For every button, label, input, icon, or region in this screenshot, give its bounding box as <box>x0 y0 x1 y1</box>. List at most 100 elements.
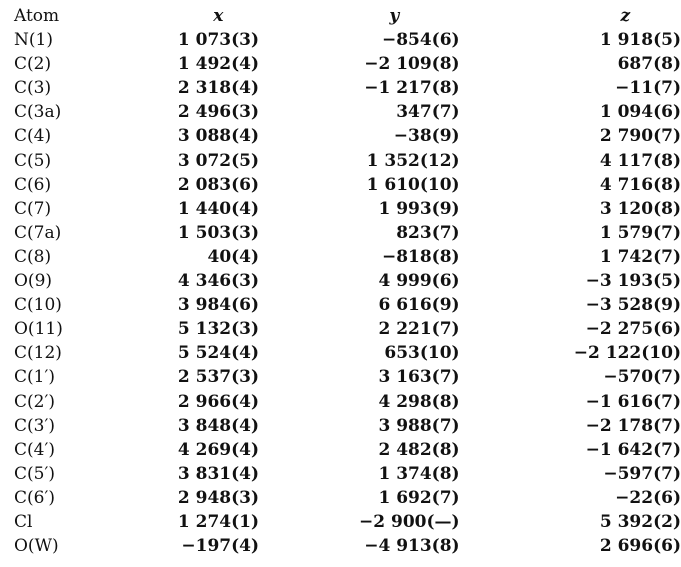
table-row: C(7) 1 440(4) 1 993(9) 3 120(8) <box>14 197 681 221</box>
header-y: y <box>389 6 400 26</box>
atom-cell: C(4′) <box>14 439 55 460</box>
table-row: C(4) 3 088(4) −38(9) 2 790(7) <box>14 124 681 148</box>
x-cell: 2 083(6) <box>177 174 260 195</box>
y-cell: 4 298(8) <box>378 391 460 412</box>
x-cell: 2 948(3) <box>177 487 260 508</box>
z-cell: 687(8) <box>617 54 681 75</box>
atom-cell: C(7a) <box>14 222 62 243</box>
y-cell: 1 993(9) <box>378 198 460 219</box>
y-cell: 1 352(12) <box>366 150 460 171</box>
z-cell: 1 918(5) <box>599 30 681 51</box>
x-cell: 3 984(6) <box>177 295 260 316</box>
x-cell: 40(4) <box>207 246 260 267</box>
z-cell: −1 616(7) <box>585 391 681 412</box>
z-cell: 4 716(8) <box>599 174 681 195</box>
atom-cell: C(6′) <box>14 487 55 508</box>
z-cell: −22(6) <box>615 487 681 508</box>
atom-cell: C(5) <box>14 150 52 171</box>
atom-cell: Cl <box>14 511 33 532</box>
y-cell: −818(8) <box>381 246 460 267</box>
z-cell: 1 094(6) <box>599 102 681 123</box>
x-cell: 2 318(4) <box>177 78 260 99</box>
table-row: O(W) −197(4) −4 913(8) 2 696(6) <box>14 534 681 558</box>
atom-cell: O(11) <box>14 319 63 340</box>
y-cell: 653(10) <box>384 343 460 364</box>
y-cell: 6 616(9) <box>378 295 460 316</box>
x-cell: 3 848(4) <box>177 415 260 436</box>
x-cell: 1 503(3) <box>177 222 260 243</box>
z-cell: −2 122(10) <box>573 343 681 364</box>
x-cell: 3 072(5) <box>177 150 260 171</box>
table-row: N(1) 1 073(3) −854(6) 1 918(5) <box>14 28 681 52</box>
table-row: C(8) 40(4) −818(8) 1 742(7) <box>14 245 681 269</box>
atom-cell: C(6) <box>14 174 52 195</box>
y-cell: 1 610(10) <box>366 174 460 195</box>
x-cell: 2 496(3) <box>177 102 260 123</box>
header-x: x <box>213 6 224 26</box>
atom-cell: C(8) <box>14 246 52 267</box>
z-cell: −11(7) <box>615 78 681 99</box>
table-row: C(3) 2 318(4) −1 217(8) −11(7) <box>14 76 681 100</box>
z-cell: 1 579(7) <box>599 222 681 243</box>
atom-cell: C(12) <box>14 343 62 364</box>
atom-cell: N(1) <box>14 30 53 51</box>
atom-cell: C(3′) <box>14 415 55 436</box>
x-cell: 5 132(3) <box>177 319 260 340</box>
y-cell: 2 482(8) <box>378 439 460 460</box>
x-cell: 2 537(3) <box>177 367 260 388</box>
y-cell: −854(6) <box>381 30 460 51</box>
z-cell: 4 117(8) <box>599 150 681 171</box>
table-row: C(10) 3 984(6) 6 616(9) −3 528(9) <box>14 293 681 317</box>
x-cell: 1 440(4) <box>177 198 260 219</box>
z-cell: −1 642(7) <box>585 439 681 460</box>
table-row: C(2′) 2 966(4) 4 298(8) −1 616(7) <box>14 390 681 414</box>
atom-cell: C(2′) <box>14 391 55 412</box>
z-cell: 2 790(7) <box>599 126 681 147</box>
y-cell: 4 999(6) <box>378 271 460 292</box>
atom-cell: C(7) <box>14 198 52 219</box>
y-cell: 2 221(7) <box>378 319 460 340</box>
atom-cell: O(W) <box>14 536 59 557</box>
table-row: C(4′) 4 269(4) 2 482(8) −1 642(7) <box>14 438 681 462</box>
x-cell: 4 269(4) <box>177 439 260 460</box>
y-cell: −2 900(—) <box>359 511 460 532</box>
z-cell: −3 193(5) <box>585 271 681 292</box>
table-row: C(12) 5 524(4) 653(10) −2 122(10) <box>14 341 681 365</box>
table-row: C(2) 1 492(4) −2 109(8) 687(8) <box>14 52 681 76</box>
y-cell: −38(9) <box>393 126 460 147</box>
x-cell: 1 492(4) <box>177 54 260 75</box>
header-z: z <box>620 6 631 26</box>
atom-cell: C(1′) <box>14 367 55 388</box>
y-cell: 1 692(7) <box>378 487 460 508</box>
atom-cell: C(2) <box>14 54 52 75</box>
atom-cell: C(3) <box>14 78 52 99</box>
y-cell: −1 217(8) <box>364 78 460 99</box>
x-cell: −197(4) <box>181 536 260 557</box>
table-row: O(9) 4 346(3) 4 999(6) −3 193(5) <box>14 269 681 293</box>
table-row: C(3a) 2 496(3) 347(7) 1 094(6) <box>14 100 681 124</box>
atomic-coordinates-table: Atom x y z N(1) 1 073(3) −854(6) 1 918(5) C(… <box>14 4 681 558</box>
z-cell: −3 528(9) <box>585 295 681 316</box>
x-cell: 2 966(4) <box>177 391 260 412</box>
z-cell: 1 742(7) <box>599 246 681 267</box>
table-header-row: Atom x y z <box>14 4 681 28</box>
x-cell: 4 346(3) <box>177 271 260 292</box>
x-cell: 1 274(1) <box>177 511 260 532</box>
z-cell: 2 696(6) <box>599 536 681 557</box>
table-row: Cl 1 274(1) −2 900(—) 5 392(2) <box>14 510 681 534</box>
y-cell: −4 913(8) <box>364 536 460 557</box>
y-cell: 823(7) <box>396 222 460 243</box>
atom-cell: C(3a) <box>14 102 62 123</box>
table-row: C(5) 3 072(5) 1 352(12) 4 117(8) <box>14 149 681 173</box>
table-row: C(7a) 1 503(3) 823(7) 1 579(7) <box>14 221 681 245</box>
x-cell: 3 088(4) <box>177 126 260 147</box>
atom-cell: C(5′) <box>14 463 55 484</box>
x-cell: 5 524(4) <box>177 343 260 364</box>
table-body: N(1) 1 073(3) −854(6) 1 918(5) C(2) 1 492(4) −… <box>14 28 681 558</box>
y-cell: −2 109(8) <box>364 54 460 75</box>
x-cell: 3 831(4) <box>177 463 260 484</box>
z-cell: −570(7) <box>603 367 681 388</box>
z-cell: 3 120(8) <box>599 198 681 219</box>
x-cell: 1 073(3) <box>177 30 260 51</box>
